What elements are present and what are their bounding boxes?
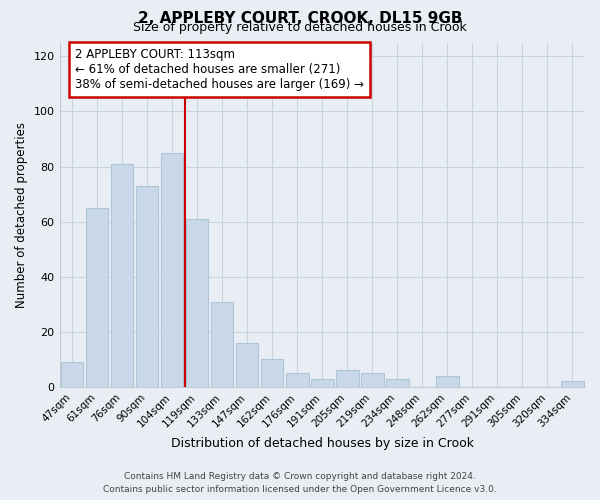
Bar xyxy=(111,164,133,387)
Text: 2, APPLEBY COURT, CROOK, DL15 9GB: 2, APPLEBY COURT, CROOK, DL15 9GB xyxy=(138,11,462,26)
Bar xyxy=(286,373,308,387)
Text: 2 APPLEBY COURT: 113sqm
← 61% of detached houses are smaller (271)
38% of semi-d: 2 APPLEBY COURT: 113sqm ← 61% of detache… xyxy=(76,48,364,90)
Bar xyxy=(361,373,383,387)
Bar xyxy=(261,360,283,387)
X-axis label: Distribution of detached houses by size in Crook: Distribution of detached houses by size … xyxy=(171,437,474,450)
Bar xyxy=(61,362,83,387)
Bar xyxy=(161,152,184,387)
Bar xyxy=(211,302,233,387)
Bar xyxy=(561,382,584,387)
Bar xyxy=(311,378,334,387)
Bar xyxy=(236,343,259,387)
Text: Contains HM Land Registry data © Crown copyright and database right 2024.
Contai: Contains HM Land Registry data © Crown c… xyxy=(103,472,497,494)
Bar xyxy=(86,208,109,387)
Bar xyxy=(186,219,208,387)
Bar xyxy=(436,376,458,387)
Y-axis label: Number of detached properties: Number of detached properties xyxy=(15,122,28,308)
Text: Size of property relative to detached houses in Crook: Size of property relative to detached ho… xyxy=(133,22,467,35)
Bar xyxy=(136,186,158,387)
Bar xyxy=(336,370,359,387)
Bar xyxy=(386,378,409,387)
